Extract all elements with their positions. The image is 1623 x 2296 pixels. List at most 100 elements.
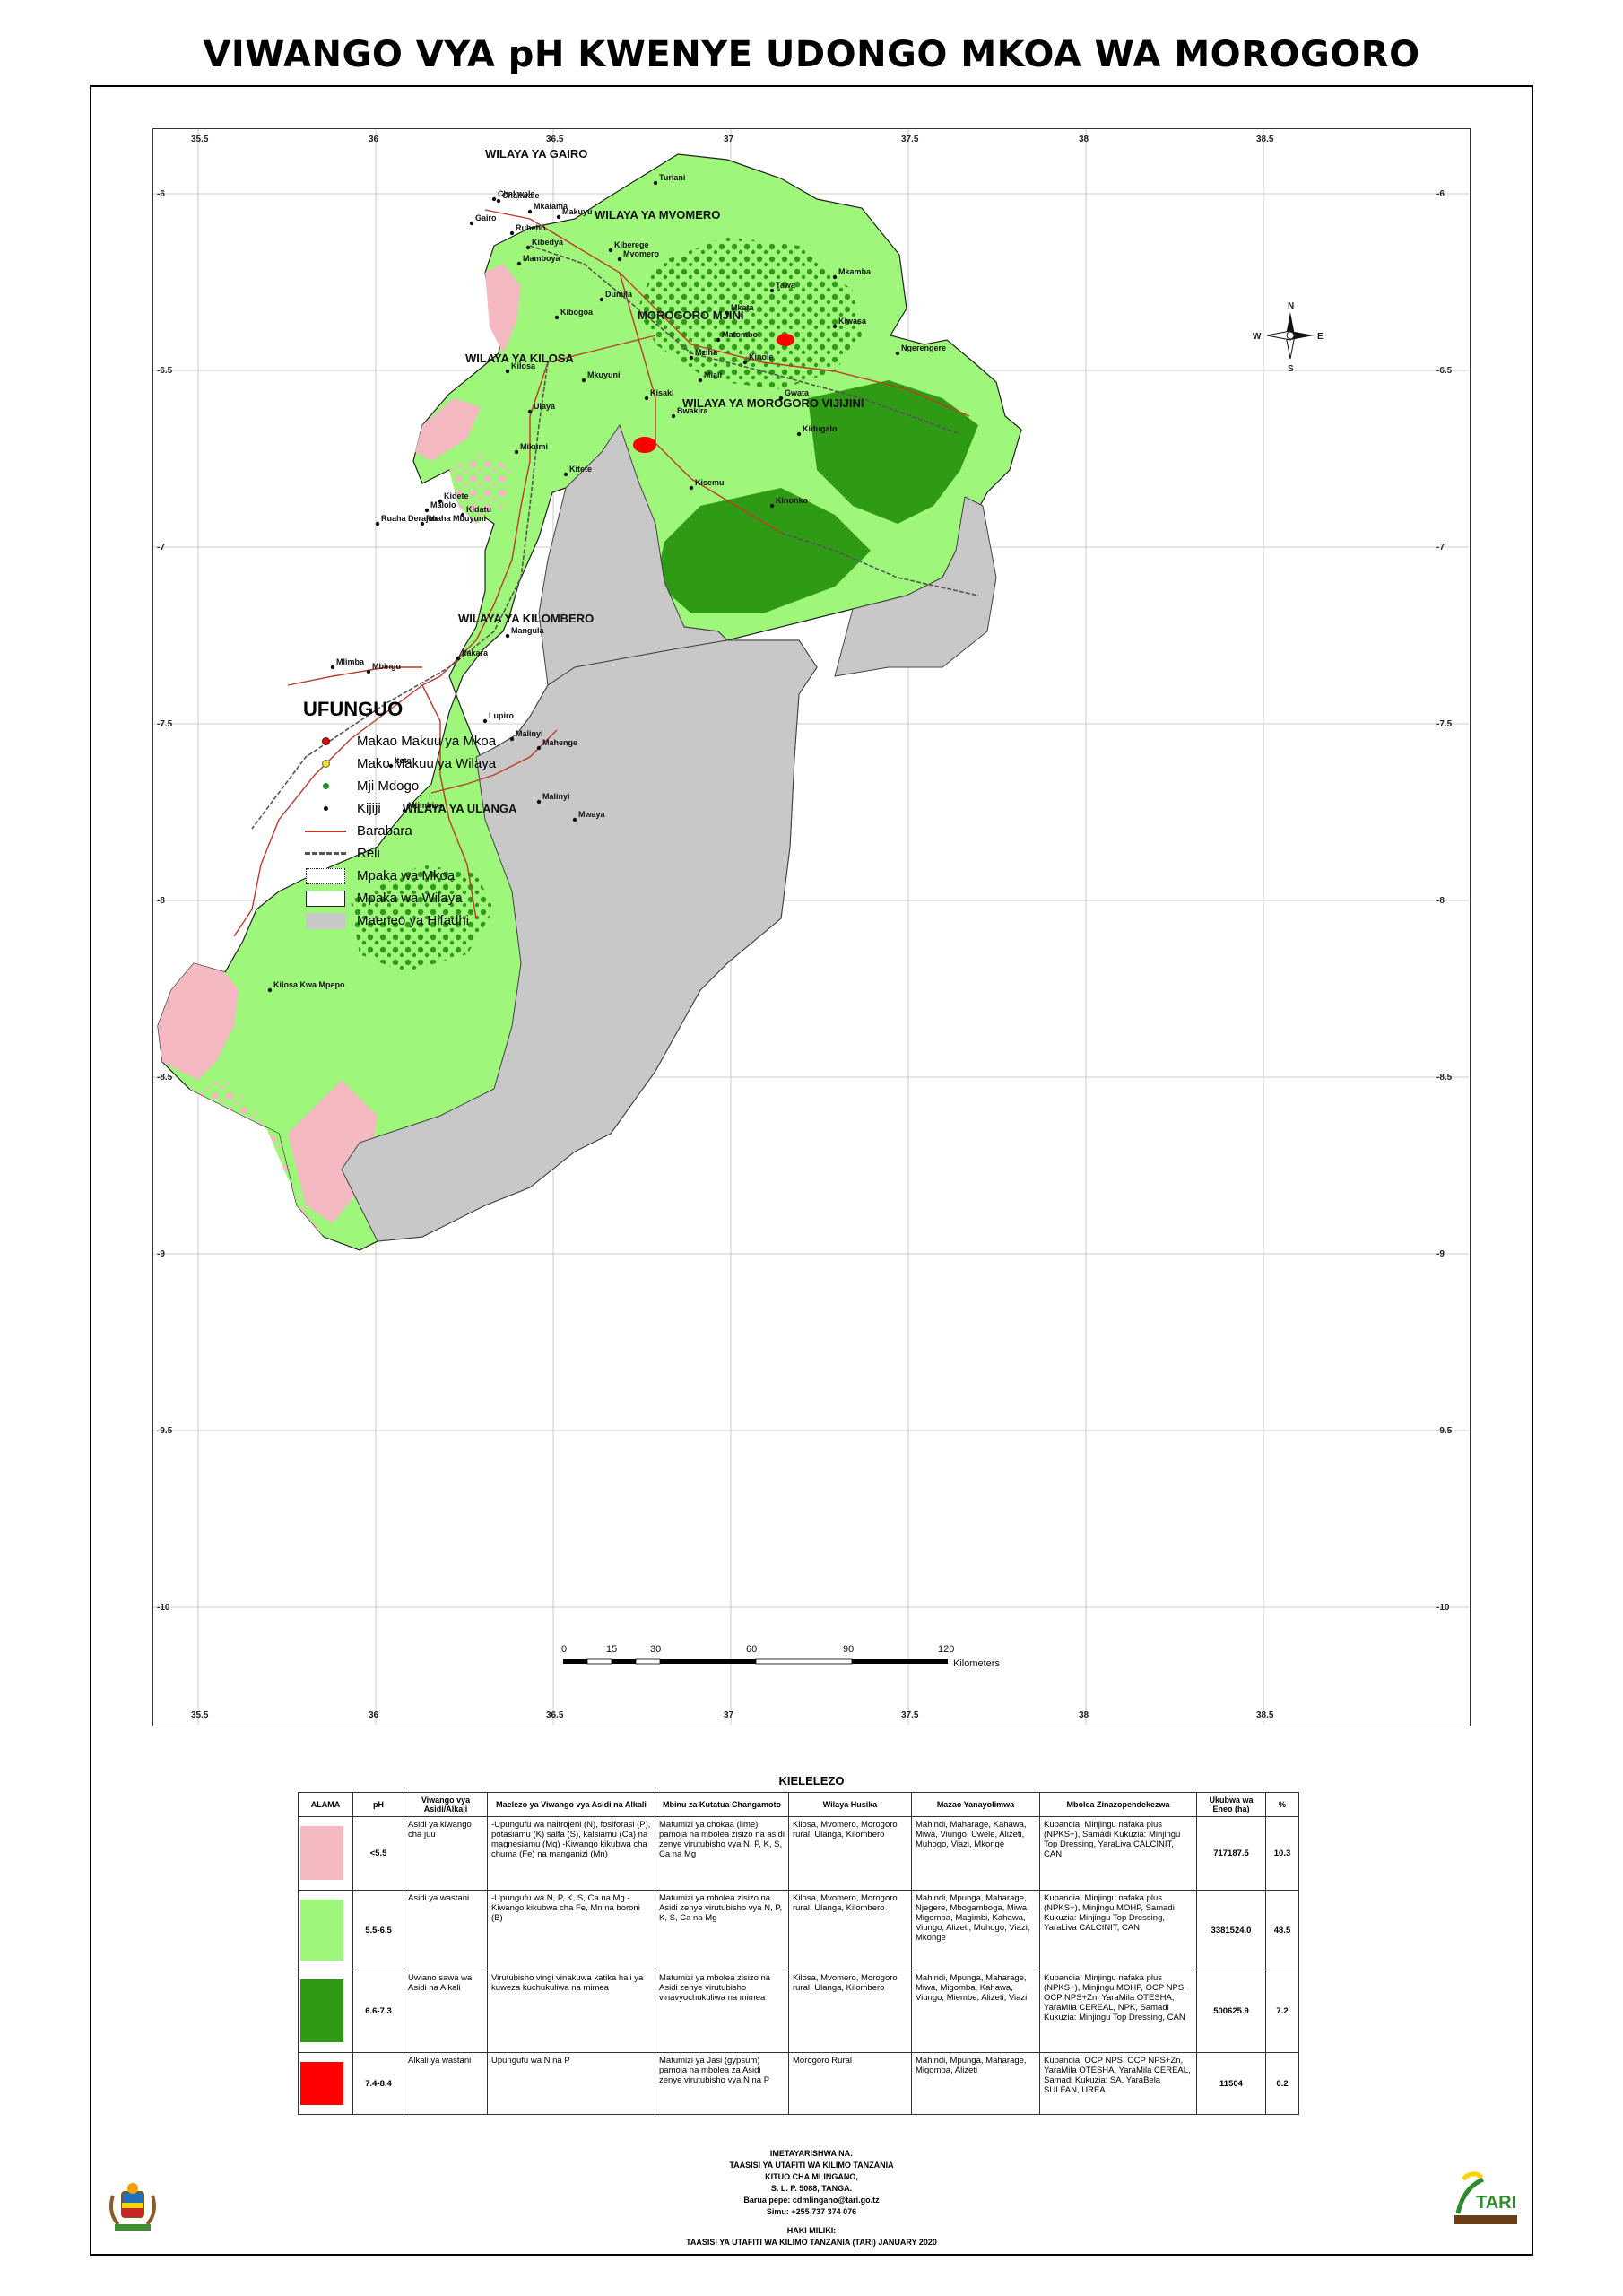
place-label: Mkamba	[838, 267, 872, 276]
ph-7-4-8-4-swatch	[300, 2062, 343, 2105]
place-label: Kibogoa	[560, 308, 594, 317]
key-header-crops: Mazao Yanayolimwa	[911, 1792, 1040, 1817]
village-marker	[366, 669, 371, 674]
lon-tick-label: 38	[1079, 135, 1089, 144]
ph-6-6-7-3-area-south-east	[655, 488, 871, 613]
place-label: Mikumi	[520, 442, 548, 451]
village-marker	[832, 324, 838, 329]
village-marker	[554, 315, 560, 320]
coordinate-ticks: 35.5 35.5 36 36 36.5 36.5 37 37 37.5 37.5 38 38 38.5…	[157, 135, 1453, 1720]
lon-tick-label: 37	[724, 135, 734, 144]
key-header-desc: Maelezo ya Viwango vya Asidi na Alkali	[487, 1792, 655, 1817]
place-label: Kinole	[749, 352, 774, 361]
place-label: Mkuyuni	[587, 370, 621, 379]
place-label: Kiwasa	[838, 317, 867, 326]
place-label: Malolo	[430, 500, 456, 509]
protected-area-selous	[341, 639, 818, 1242]
village-marker	[388, 763, 394, 769]
village-marker	[424, 508, 430, 513]
place-label: Mziha	[695, 348, 718, 357]
village-marker	[514, 449, 519, 455]
place-label: Makuyu	[562, 207, 593, 216]
legend-item-town: Mji Mdogo	[303, 775, 599, 797]
district-label-morogoro-vijijini: WILAYA YA MOROGORO VIJIJINI	[682, 396, 864, 410]
scale-label-120: 120	[938, 1644, 954, 1655]
village-marker	[460, 512, 465, 517]
lat-tick-label: -7.5	[157, 719, 173, 729]
place-label: Mlimba	[336, 657, 365, 666]
village-marker	[689, 485, 694, 491]
lat-tick-label: -10	[157, 1603, 170, 1613]
place-label: Kidatu	[466, 505, 491, 514]
lat-tick-label: -9.5	[1436, 1426, 1453, 1436]
village-marker	[536, 745, 542, 751]
ph-lt-5-5-area-southwest	[158, 963, 239, 1080]
key-swatch-cell	[298, 2052, 353, 2115]
scale-label-15: 15	[606, 1644, 617, 1655]
key-header-row: ALAMA pH Viwango vya Asidi/Alkali Maelez…	[298, 1792, 1299, 1817]
legend-item-rail: Reli	[303, 842, 599, 865]
map-title: VIWANGO VYA pH KWENYE UDONGO MKOA WA MOR…	[203, 34, 1420, 75]
lat-tick-label: -6	[1436, 189, 1445, 199]
ph-7-4-8-4-area-kisaki	[777, 334, 794, 346]
protected-area-southeast	[834, 496, 997, 677]
ph-6-6-7-3-area-kilombero	[351, 865, 494, 972]
scale-bar: 0 15 30 60 90 120 Kilometers	[554, 1641, 1020, 1682]
lat-tick-label: -9	[157, 1249, 165, 1259]
lon-tick-label: 37.5	[901, 135, 919, 144]
place-label: Mkalama	[534, 202, 568, 211]
ph-lt-5-5-area-west	[415, 398, 481, 461]
village-marker	[769, 288, 775, 293]
ph-6-6-7-3-swatch	[300, 1979, 343, 2042]
outer-frame	[90, 85, 1533, 2256]
ph-lt-5-5-swatch	[300, 1826, 343, 1880]
village-marker	[375, 521, 380, 526]
tari-logo: TARI	[1451, 2169, 1521, 2231]
lat-tick-label: -7	[1436, 543, 1445, 552]
district-label-gairo: WILAYA YA GAIRO	[485, 147, 587, 161]
ph-6-6-7-3-area-east	[808, 380, 978, 524]
scale-label-60: 60	[746, 1644, 757, 1655]
ph-5-5-6-5-swatch	[300, 1900, 343, 1961]
village-marker	[527, 209, 533, 214]
place-label: Kilosa	[511, 361, 536, 370]
village-marker	[420, 521, 425, 526]
place-label: Mwaya	[578, 810, 606, 819]
lat-tick-label: -10	[1436, 1603, 1450, 1613]
village-marker	[509, 230, 515, 236]
place-label: Chakwale	[502, 191, 540, 200]
grey-box-icon	[306, 912, 345, 929]
lat-tick-label: -8.5	[1436, 1073, 1453, 1083]
district-label-mvomero: WILAYA YA MVOMERO	[595, 208, 720, 222]
village-marker	[556, 214, 561, 220]
legend-item-district-boundary: Mpaka wa Wilaya	[303, 887, 599, 909]
village-marker	[796, 431, 802, 437]
place-label: Kilosa Kwa Mpepo	[273, 980, 345, 989]
district-label-ulanga: WILAYA YA ULANGA	[403, 802, 517, 815]
place-label: Bwakira	[677, 406, 709, 415]
legend: UFUNGUO Makao Makuu ya Mkoa Mako Makuu y…	[303, 698, 599, 932]
place-label: Dumila	[605, 290, 633, 299]
map-canvas[interactable]: 35.5 35.5 36 36 36.5 36.5 37 37 37.5 37.5 38 38 38.5…	[153, 129, 1469, 1725]
legend-item-protected: Maeneo ya Hifadhi	[303, 909, 599, 932]
village-marker	[608, 248, 613, 253]
town-markers: Makuyu Chakwale Mkalama Gairo Rubeho Chakwale…	[267, 173, 946, 993]
compass-w: W	[1253, 332, 1262, 342]
village-marker	[509, 736, 515, 742]
legend-title: UFUNGUO	[303, 698, 404, 720]
lon-tick-label: 35.5	[191, 135, 209, 144]
map-panel[interactable]: 35.5 35.5 36 36 36.5 36.5 37 37 37.5 37.5 38 38 38.5…	[152, 128, 1471, 1726]
key-title: KIELELEZO	[778, 1774, 845, 1787]
village-marker	[895, 351, 900, 356]
rail-line-icon	[305, 852, 346, 855]
tari-logo-text: TARI	[1476, 2193, 1516, 2213]
key-header-pct: %	[1265, 1792, 1299, 1817]
green-dot-icon	[322, 783, 329, 789]
key-table: ALAMA pH Viwango vya Asidi/Alkali Maelez…	[298, 1792, 1299, 2115]
lat-tick-label: -7	[157, 543, 165, 552]
village-marker	[671, 413, 676, 419]
place-label: Tawa	[776, 281, 796, 290]
lon-tick-label: 37	[724, 1710, 734, 1720]
district-label-kilosa: WILAYA YA KILOSA	[465, 352, 574, 365]
village-marker	[572, 817, 577, 822]
